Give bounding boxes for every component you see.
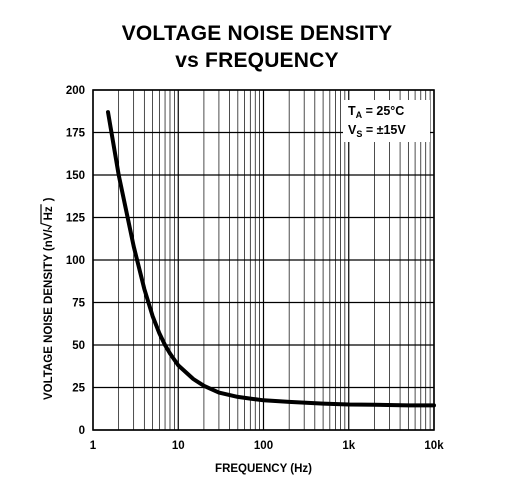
y-tick-label: 100 xyxy=(66,255,85,267)
x-axis-label: FREQUENCY (Hz) xyxy=(215,463,312,475)
supply-voltage-annotation: VS = ±15V xyxy=(348,123,406,139)
x-tick-label: 100 xyxy=(254,440,273,452)
temperature-annotation: TA = 25°C xyxy=(348,104,404,120)
noise-density-curve xyxy=(106,110,436,408)
x-tick-label: 10 xyxy=(172,440,185,452)
svg-text:VOLTAGE NOISE DENSITY (nV/Hz): VOLTAGE NOISE DENSITY (nV/Hz) xyxy=(43,197,55,400)
x-tick-label: 1k xyxy=(342,440,355,452)
y-axis-label-prefix: VOLTAGE NOISE DENSITY (nV/ xyxy=(43,229,55,400)
y-tick-label: 50 xyxy=(72,340,85,352)
annotation-background xyxy=(343,100,430,142)
y-axis-label-radicand: Hz xyxy=(43,206,55,220)
y-axis-label-suffix: ) xyxy=(43,197,55,201)
x-tick-label: 10k xyxy=(424,440,444,452)
y-tick-label: 25 xyxy=(72,383,85,395)
chart-title-line1: VOLTAGE NOISE DENSITY xyxy=(121,22,393,45)
y-axis-label: VOLTAGE NOISE DENSITY (nV/Hz) xyxy=(40,197,55,400)
chart-title-line2: vs FREQUENCY xyxy=(175,49,339,72)
y-tick-label: 125 xyxy=(66,213,86,225)
tick-labels: 1 10 100 1k 10k 0 25 50 75 100 125 150 175 200 xyxy=(66,85,444,452)
square-root-sign xyxy=(40,204,53,230)
y-tick-label: 175 xyxy=(66,128,86,140)
x-tick-label: 1 xyxy=(90,440,97,452)
y-tick-label: 75 xyxy=(72,298,85,310)
plot-frame xyxy=(92,89,435,431)
y-tick-label: 200 xyxy=(66,85,85,97)
y-tick-label: 150 xyxy=(66,170,85,182)
y-tick-label: 0 xyxy=(79,425,85,437)
